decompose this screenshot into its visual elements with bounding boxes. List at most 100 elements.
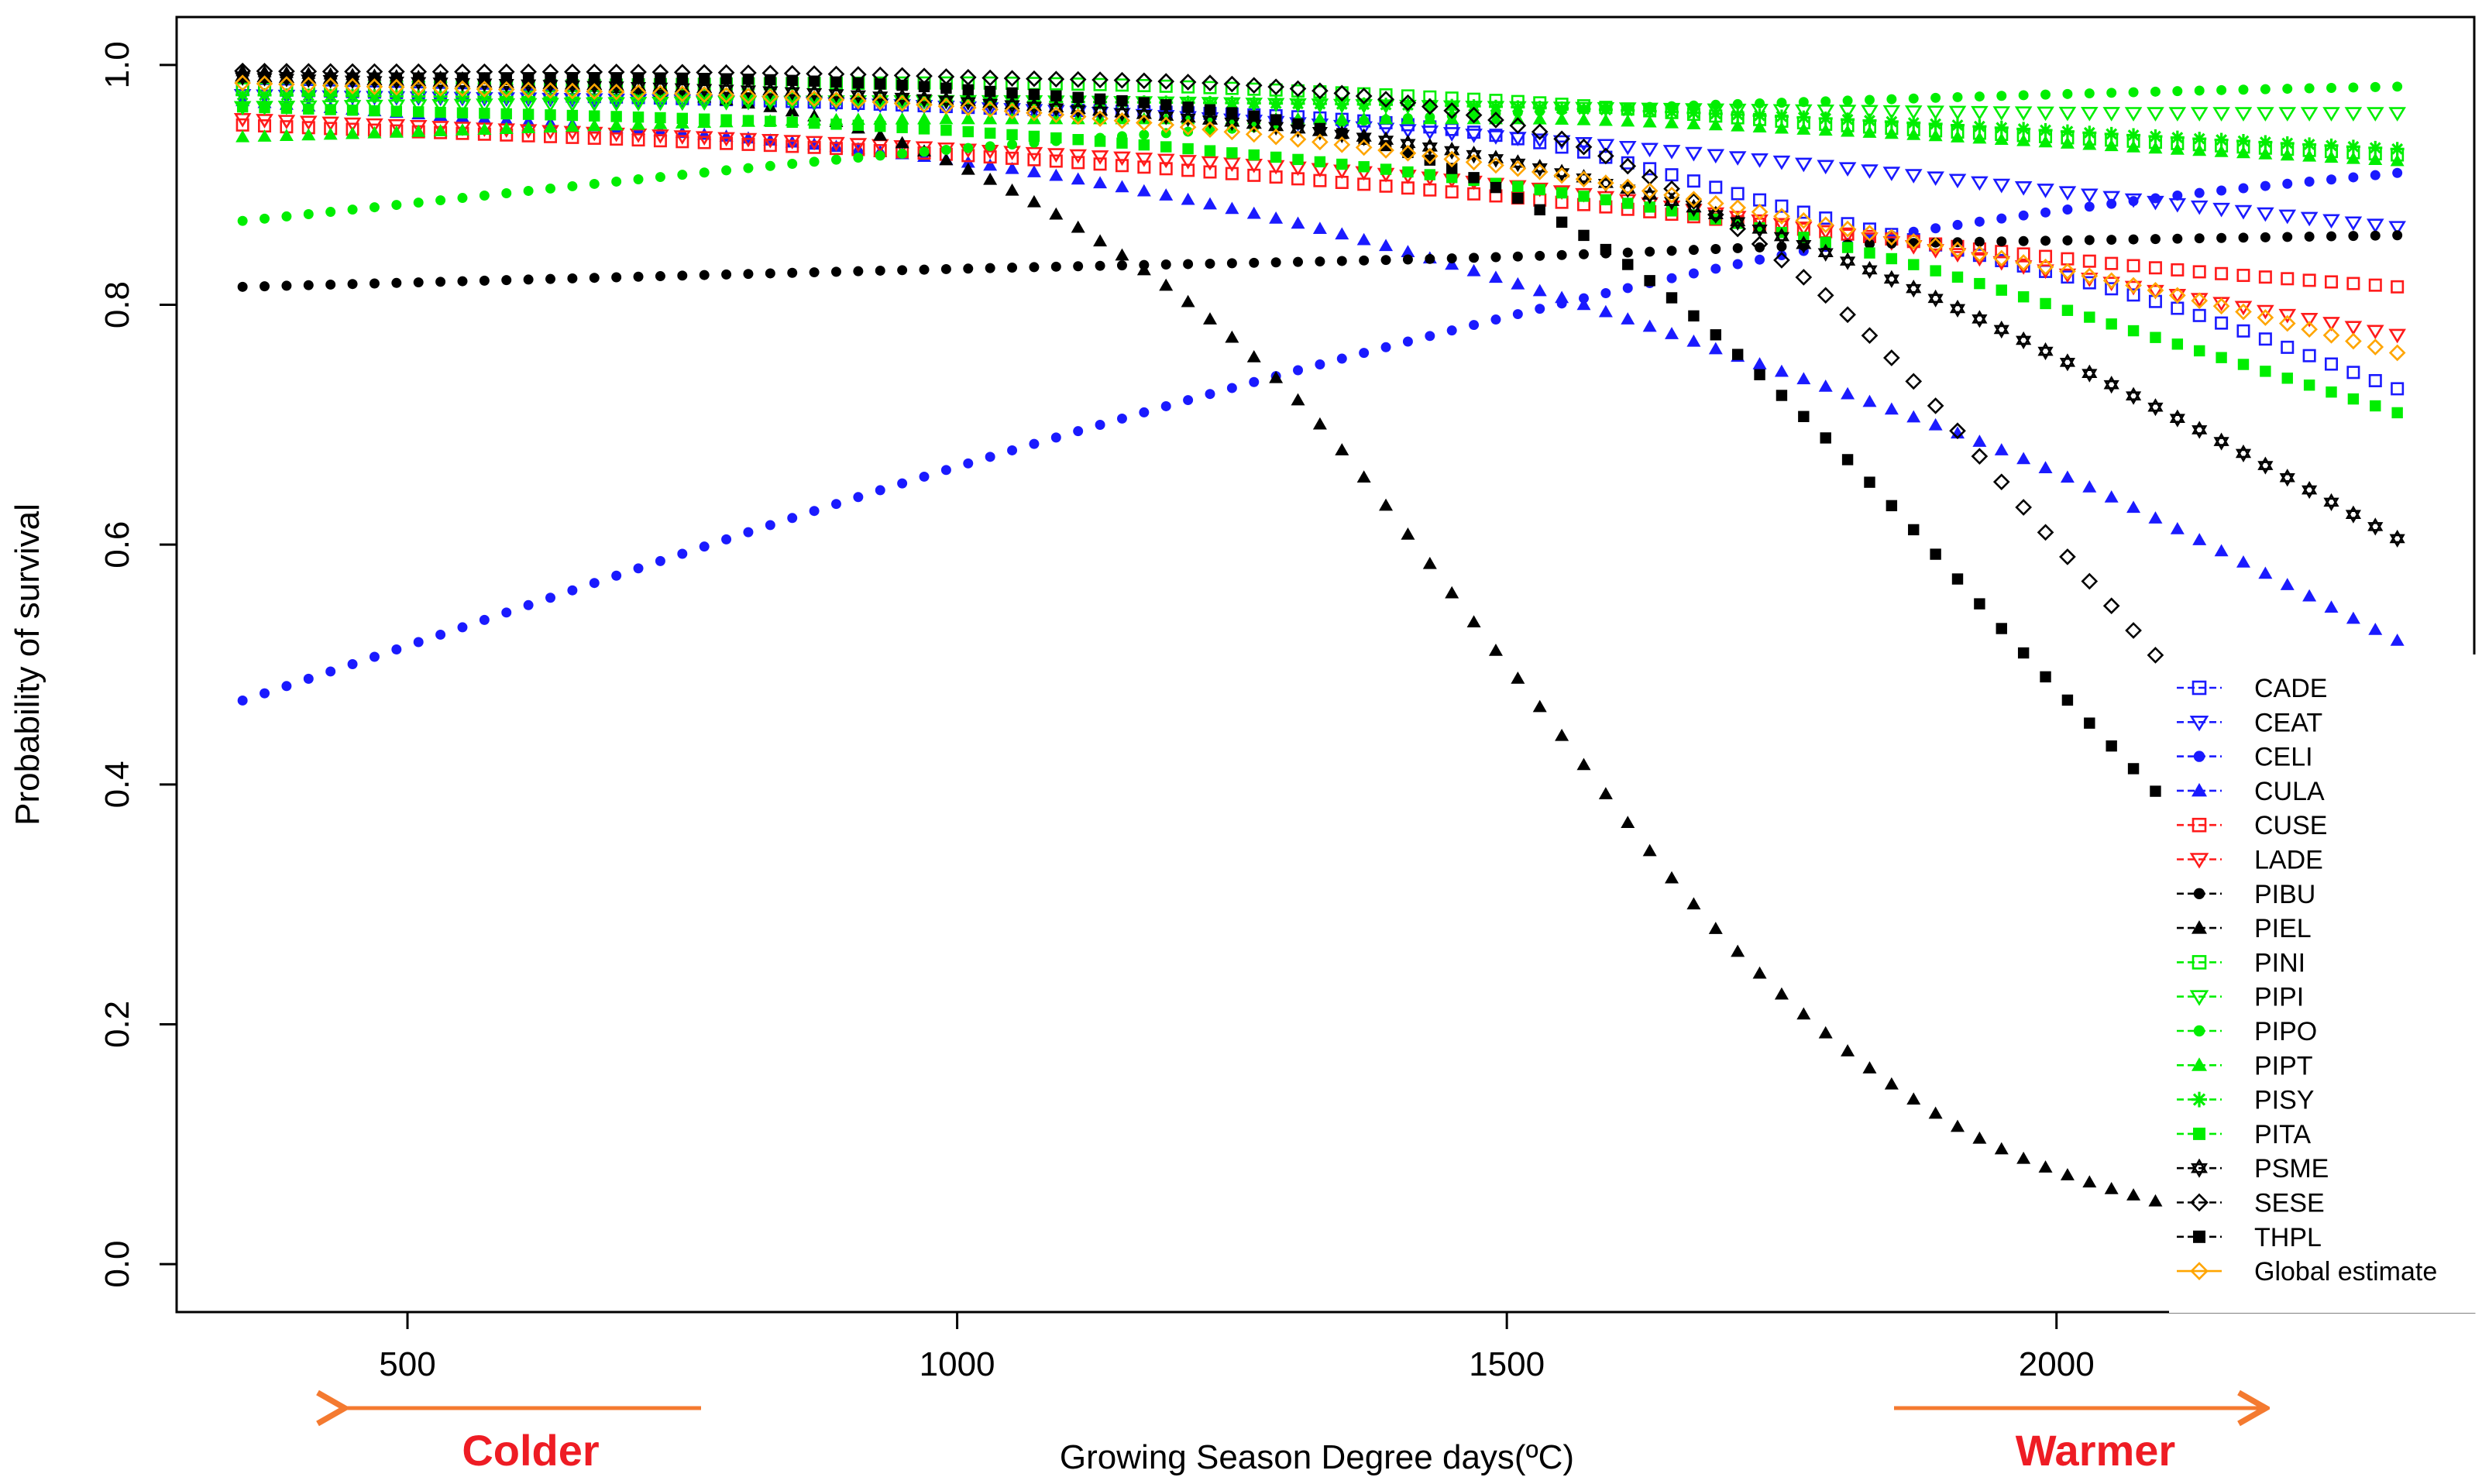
data-point: [1951, 271, 1964, 283]
data-point: [1355, 88, 1373, 105]
data-point: [1136, 105, 1152, 124]
data-point: [1443, 101, 1461, 119]
data-point: [2018, 235, 2029, 246]
data-point: [2390, 153, 2405, 167]
data-point: [2345, 332, 2362, 350]
data-point: [2190, 107, 2209, 122]
data-point: [740, 88, 757, 105]
data-point: [2018, 210, 2029, 221]
data-point: [1380, 342, 1391, 352]
data-point: [1335, 227, 1349, 240]
data-point: [1270, 151, 1282, 163]
data-point: [1817, 160, 1835, 175]
data-point: [1029, 262, 1040, 273]
data-point: [1598, 113, 1613, 126]
data-point: [260, 213, 270, 224]
data-point: [2322, 214, 2340, 229]
data-point: [1928, 129, 1943, 142]
series-pibu: [237, 230, 2403, 292]
data-point: [2368, 153, 2383, 166]
data-point: [1136, 114, 1153, 132]
data-point: [2061, 252, 2075, 266]
data-point: [1908, 226, 1919, 237]
legend-item: CULA: [2177, 777, 2325, 806]
data-point: [1751, 214, 1769, 229]
data-point: [433, 89, 448, 104]
legend-item: PIEL: [2177, 914, 2312, 943]
data-point: [2015, 254, 2032, 271]
data-point: [809, 156, 820, 167]
data-point: [1819, 211, 1833, 225]
data-point: [1179, 155, 1197, 170]
data-point: [501, 607, 512, 618]
data-point: [655, 72, 666, 84]
data-point: [1556, 216, 1568, 228]
data-point: [1160, 400, 1171, 411]
data-point: [2392, 230, 2403, 241]
data-point: [2278, 107, 2297, 122]
data-point: [2302, 349, 2316, 362]
data-point: [303, 280, 314, 290]
legend-label: Global estimate: [2254, 1257, 2437, 1286]
data-point: [1006, 151, 1019, 165]
series-cula: [235, 94, 2405, 646]
data-point: [1841, 1044, 1855, 1056]
data-point: [853, 266, 864, 277]
data-point: [1246, 206, 1261, 219]
data-point: [391, 644, 402, 654]
data-point: [2257, 309, 2274, 326]
data-point: [1091, 150, 1109, 165]
data-point: [831, 266, 841, 277]
data-point: [1005, 161, 1019, 174]
data-point: [1732, 98, 1743, 109]
data-point: [1992, 249, 2010, 267]
data-point: [963, 263, 974, 274]
data-point: [1996, 623, 2007, 634]
data-point: [2037, 258, 2054, 276]
data-point: [875, 485, 885, 496]
data-point: [1927, 171, 1944, 187]
data-point: [2301, 321, 2318, 338]
data-point: [1996, 91, 2007, 101]
data-point: [1532, 699, 1547, 713]
data-point: [2106, 88, 2117, 98]
data-point: [1774, 987, 1789, 1000]
data-point: [1948, 248, 1967, 263]
legend-box: [2169, 654, 2482, 1313]
data-point: [2326, 83, 2336, 93]
data-point: [2192, 421, 2208, 439]
data-point: [1490, 252, 1501, 263]
data-point: [1289, 131, 1307, 148]
data-point: [2168, 289, 2187, 304]
data-point: [479, 72, 490, 84]
data-point: [2326, 174, 2336, 185]
data-point: [1402, 254, 1413, 265]
data-point: [981, 101, 999, 119]
data-point: [611, 176, 622, 187]
data-point: [1908, 238, 1919, 249]
data-point: [1774, 364, 1789, 377]
data-point: [541, 81, 559, 99]
data-point: [2325, 275, 2339, 289]
data-point: [2150, 193, 2161, 204]
data-point: [2017, 647, 2030, 659]
series-piel: [235, 64, 2405, 1245]
data-point: [1535, 250, 1545, 261]
data-point: [2016, 247, 2030, 261]
data-point: [1072, 91, 1084, 103]
data-point: [1446, 163, 1458, 174]
data-point: [893, 94, 911, 112]
data-point: [1686, 174, 1700, 188]
data-point: [343, 117, 362, 132]
data-point: [1928, 417, 1943, 431]
data-point: [2084, 201, 2095, 212]
data-point: [1446, 171, 1458, 184]
data-point: [1159, 188, 1174, 201]
data-point: [257, 129, 272, 142]
legend-marker: [2193, 888, 2205, 899]
data-point: [1269, 211, 1284, 224]
data-point: [2082, 1175, 2097, 1188]
data-point: [566, 72, 579, 84]
data-point: [1862, 125, 1877, 138]
data-point: [1377, 91, 1394, 108]
